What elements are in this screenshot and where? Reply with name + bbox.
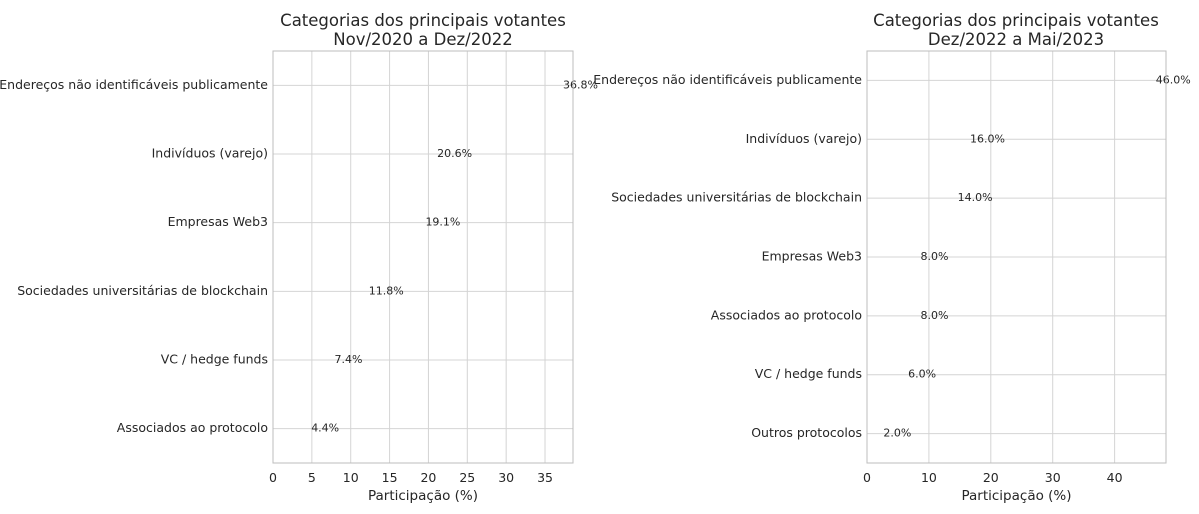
chart-subtitle: Nov/2020 a Dez/2022 bbox=[333, 30, 512, 49]
category-label: Sociedades universitárias de blockchain bbox=[17, 283, 268, 298]
plot-frame bbox=[272, 50, 574, 464]
category-label: Indivíduos (varejo) bbox=[152, 146, 268, 161]
chart-2: Endereços não identificáveis publicament… bbox=[593, 11, 1190, 504]
category-label: Endereços não identificáveis publicament… bbox=[593, 72, 862, 87]
data-label: 8.0% bbox=[921, 250, 949, 263]
data-label: 7.4% bbox=[335, 353, 363, 366]
plot-frame bbox=[866, 50, 1167, 464]
x-tick-label: 5 bbox=[308, 470, 316, 485]
data-label: 36.8% bbox=[563, 78, 598, 91]
chart-title: Categorias dos principais votantes bbox=[280, 11, 566, 30]
category-label: Sociedades universitárias de blockchain bbox=[611, 190, 862, 205]
data-label: 11.8% bbox=[369, 284, 404, 297]
data-label: 16.0% bbox=[970, 132, 1005, 145]
category-label: Associados ao protocolo bbox=[711, 307, 862, 322]
data-label: 14.0% bbox=[958, 191, 993, 204]
data-label: 4.4% bbox=[311, 422, 339, 435]
x-axis-label: Participação (%) bbox=[368, 488, 478, 504]
x-tick-label: 15 bbox=[382, 470, 398, 485]
x-tick-label: 20 bbox=[983, 470, 999, 485]
chart-subtitle: Dez/2022 a Mai/2023 bbox=[928, 30, 1104, 49]
x-tick-label: 30 bbox=[1045, 470, 1061, 485]
category-label: Indivíduos (varejo) bbox=[746, 131, 862, 146]
data-label: 19.1% bbox=[425, 216, 460, 229]
chart-1: Endereços não identificáveis publicament… bbox=[0, 11, 598, 504]
data-label: 46.0% bbox=[1156, 73, 1191, 86]
x-axis-label: Participação (%) bbox=[961, 488, 1071, 504]
x-tick-label: 30 bbox=[498, 470, 514, 485]
x-tick-label: 10 bbox=[921, 470, 937, 485]
x-tick-label: 40 bbox=[1107, 470, 1123, 485]
x-tick-label: 0 bbox=[863, 470, 871, 485]
data-label: 20.6% bbox=[437, 147, 472, 160]
data-label: 8.0% bbox=[921, 309, 949, 322]
chart-title: Categorias dos principais votantes bbox=[873, 11, 1159, 30]
category-label: Empresas Web3 bbox=[168, 214, 268, 229]
category-label: VC / hedge funds bbox=[161, 352, 268, 367]
x-tick-label: 35 bbox=[537, 470, 553, 485]
data-label: 6.0% bbox=[908, 368, 936, 381]
category-label: Associados ao protocolo bbox=[117, 420, 268, 435]
x-tick-label: 0 bbox=[269, 470, 277, 485]
category-label: VC / hedge funds bbox=[755, 366, 862, 381]
x-tick-label: 25 bbox=[459, 470, 475, 485]
data-label: 2.0% bbox=[883, 427, 911, 440]
category-label: Outros protocolos bbox=[751, 425, 862, 440]
category-label: Endereços não identificáveis publicament… bbox=[0, 77, 268, 92]
x-tick-label: 10 bbox=[343, 470, 359, 485]
x-tick-label: 20 bbox=[420, 470, 436, 485]
category-label: Empresas Web3 bbox=[762, 249, 862, 264]
